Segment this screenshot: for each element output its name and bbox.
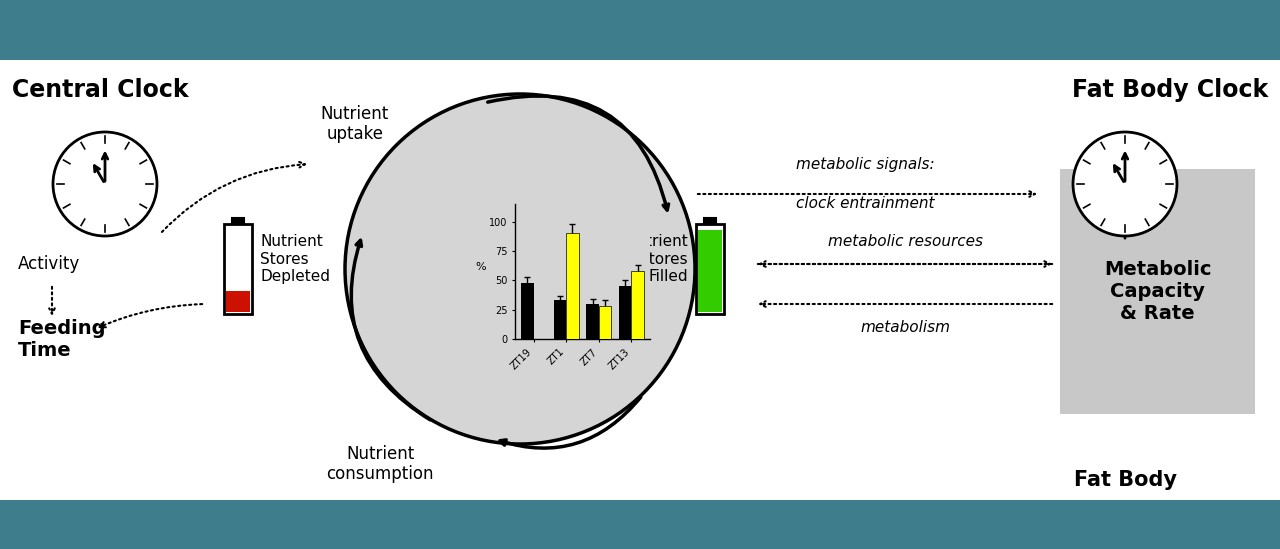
Text: Activity: Activity <box>18 255 81 273</box>
Text: Fat Body: Fat Body <box>1074 469 1176 490</box>
Bar <box>631 271 644 339</box>
Text: metabolic signals:: metabolic signals: <box>796 156 934 171</box>
Bar <box>696 224 724 314</box>
Bar <box>232 218 244 224</box>
Circle shape <box>1073 132 1178 236</box>
Bar <box>0 500 1280 549</box>
Y-axis label: %: % <box>475 261 486 272</box>
Text: Feeding
Time: Feeding Time <box>18 318 105 360</box>
Text: metabolism: metabolism <box>860 320 950 334</box>
Text: Nutrient
consumption: Nutrient consumption <box>326 445 434 484</box>
Bar <box>599 306 612 339</box>
Bar <box>1060 169 1254 414</box>
Bar <box>566 233 579 339</box>
Text: clock entrainment: clock entrainment <box>796 197 934 211</box>
Bar <box>521 283 534 339</box>
Text: Nutrient
uptake: Nutrient uptake <box>321 105 389 143</box>
Text: Metabolic
Capacity
& Rate: Metabolic Capacity & Rate <box>1103 260 1211 323</box>
Text: Nutrient
Stores
Filled: Nutrient Stores Filled <box>625 234 689 284</box>
Bar <box>586 304 599 339</box>
Bar <box>704 218 717 224</box>
Bar <box>620 286 631 339</box>
Circle shape <box>346 94 695 444</box>
Text: Nutrient
Stores
Depleted: Nutrient Stores Depleted <box>260 234 330 284</box>
Bar <box>0 0 1280 60</box>
Bar <box>227 290 250 312</box>
Text: Fat Body Clock: Fat Body Clock <box>1071 79 1268 103</box>
Bar <box>224 224 252 314</box>
Bar <box>698 230 722 312</box>
Text: Central Clock: Central Clock <box>12 79 188 103</box>
Circle shape <box>52 132 157 236</box>
Bar <box>554 300 566 339</box>
Text: metabolic resources: metabolic resources <box>827 233 983 249</box>
